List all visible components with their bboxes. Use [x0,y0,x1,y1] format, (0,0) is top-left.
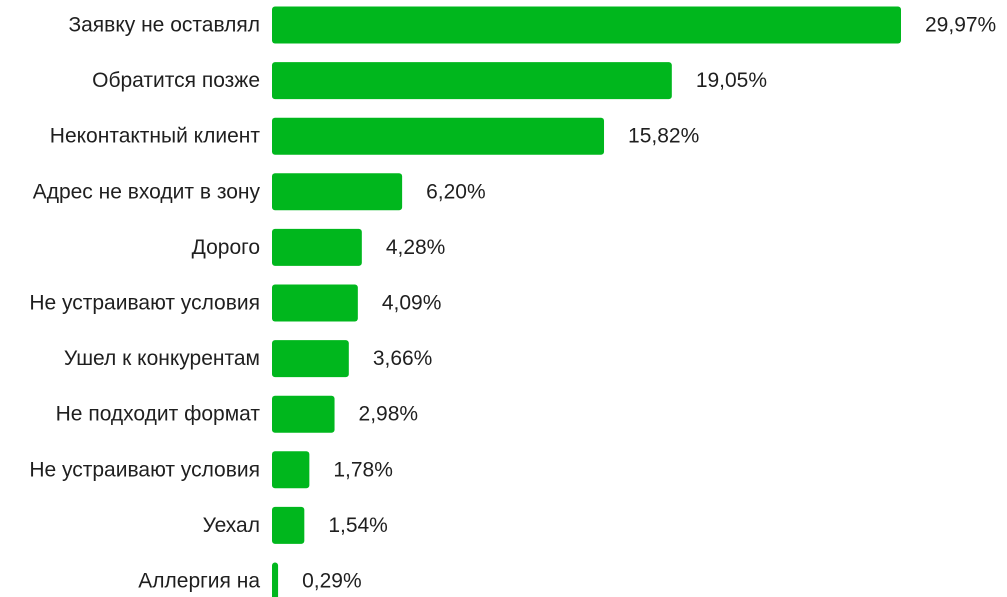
value-label: 2,98% [359,403,419,426]
category-label: Аллергия на [138,570,260,593]
value-label: 4,09% [382,292,442,315]
category-label: Обратится позже [92,69,260,92]
category-label: Дорого [192,236,260,259]
bar [272,6,901,44]
bar [272,284,358,322]
category-label: Неконтактный клиент [50,125,261,148]
value-label: 6,20% [426,180,486,203]
value-label: 0,29% [302,570,362,593]
category-label: Не устраивают условия [29,292,260,315]
category-label: Уехал [203,514,260,537]
value-label: 4,28% [386,236,446,259]
bar [272,451,310,489]
category-label: Ушел к конкурентам [64,347,260,370]
category-label: Не подходит формат [56,403,261,426]
bar [272,506,305,544]
value-label: 3,66% [373,347,433,370]
bar [272,173,403,211]
value-label: 29,97% [925,14,996,37]
bar [272,340,349,378]
bar [272,228,362,266]
bar [272,62,672,100]
value-label: 1,54% [328,514,388,537]
value-label: 19,05% [696,69,767,92]
category-label: Адрес не входит в зону [33,180,261,203]
bar [272,395,335,433]
category-label: Заявку не оставлял [68,14,260,37]
category-label: Не устраивают условия [29,458,260,481]
bar [272,562,279,597]
value-label: 1,78% [333,458,393,481]
bar [272,117,605,155]
value-label: 15,82% [628,125,699,148]
